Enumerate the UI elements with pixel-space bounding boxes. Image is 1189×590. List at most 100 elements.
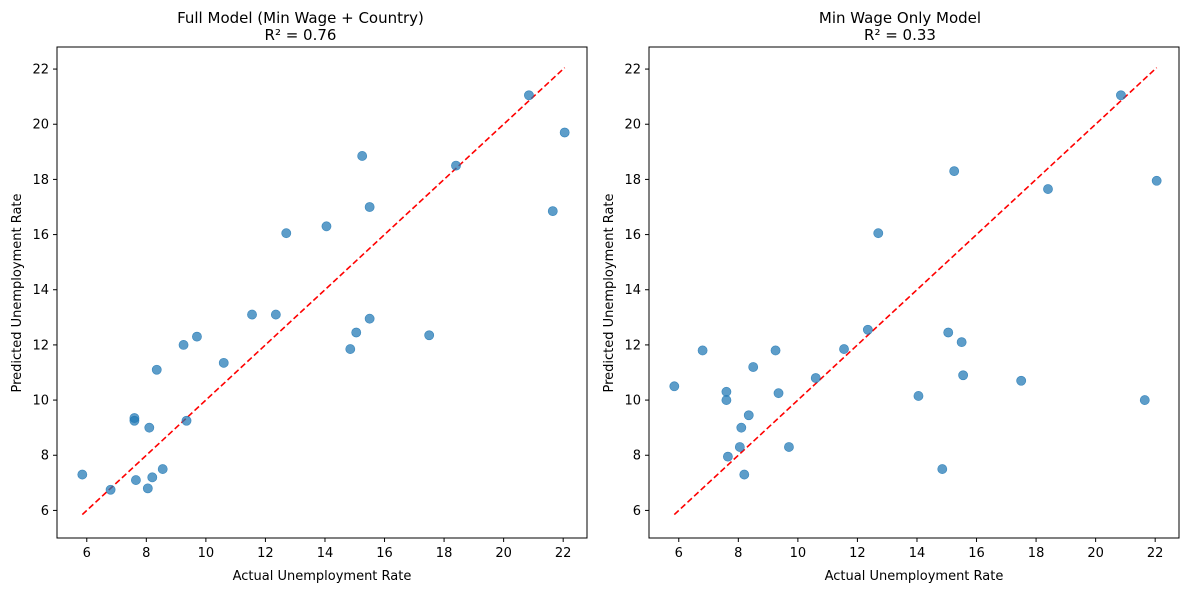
x-tick-label: 22 (1147, 546, 1164, 561)
scatter-point (937, 464, 948, 474)
scatter-point (1139, 395, 1150, 405)
scatter-point (364, 202, 375, 212)
scatter-point (956, 337, 967, 348)
scatter-point (218, 357, 229, 368)
scatter-point (743, 410, 754, 421)
y-tick-label: 14 (32, 283, 49, 298)
scatter-point (784, 442, 794, 452)
scatter-point (321, 221, 332, 232)
scatter-point (142, 483, 153, 494)
x-tick-label: 12 (257, 546, 274, 561)
y-tick-label: 10 (32, 394, 49, 409)
plot-frame (648, 46, 1180, 539)
scatter-point (364, 313, 375, 324)
axis-ticks: 6 8 10 12 14 16 18 20 22 6 8 10 12 14 16 18 20 22 (32, 63, 571, 561)
scatter-points (669, 90, 1162, 480)
panel-title: Full Model (Min Wage + Country) (177, 9, 424, 27)
scatter-point (77, 469, 88, 480)
scatter-point (770, 345, 781, 356)
y-axis-label: Predicted Unemployment Rate (10, 193, 25, 392)
x-tick-label: 18 (1028, 546, 1045, 561)
x-tick-label: 20 (1087, 546, 1104, 561)
x-tick-label: 12 (849, 546, 866, 561)
x-tick-label: 10 (790, 546, 807, 561)
y-tick-label: 20 (32, 118, 49, 133)
scatter-point (129, 415, 140, 426)
y-tick-label: 16 (32, 228, 49, 243)
reference-line (81, 67, 566, 516)
scatter-point (424, 330, 435, 341)
scatter-point (178, 340, 189, 350)
x-tick-label: 14 (909, 546, 926, 561)
x-axis-label: Actual Unemployment Rate (233, 569, 412, 584)
scatter-point (943, 327, 954, 338)
y-tick-label: 8 (41, 449, 49, 464)
x-tick-label: 16 (968, 546, 985, 561)
x-tick-label: 8 (734, 546, 742, 561)
y-tick-label: 12 (624, 338, 641, 353)
axis-ticks: 6 8 10 12 14 16 18 20 22 6 8 10 12 14 16 18 20 22 (624, 63, 1163, 561)
y-tick-label: 12 (32, 338, 49, 353)
y-tick-label: 22 (32, 63, 49, 78)
scatter-point (739, 469, 750, 480)
y-tick-label: 10 (624, 394, 641, 409)
scatter-points (77, 90, 570, 495)
x-tick-label: 6 (675, 546, 683, 561)
scatter-point (181, 415, 192, 426)
scatter-point (270, 309, 281, 320)
scatter-point (192, 331, 202, 342)
scatter-point (547, 206, 558, 217)
x-tick-label: 22 (555, 546, 572, 561)
x-tick-label: 8 (142, 546, 150, 561)
y-tick-label: 18 (32, 173, 49, 188)
scatter-point (281, 228, 292, 239)
y-tick-label: 14 (624, 283, 641, 298)
scatter-point (810, 373, 821, 383)
reference-line (673, 67, 1158, 516)
x-tick-label: 18 (436, 546, 453, 561)
x-tick-label: 10 (198, 546, 215, 561)
scatter-point (736, 422, 747, 433)
scatter-point (721, 386, 732, 397)
scatter-point (157, 464, 168, 474)
x-tick-label: 6 (83, 546, 91, 561)
scatter-point (147, 472, 158, 483)
scatter-point (721, 395, 732, 405)
scatter-point (559, 127, 570, 138)
y-tick-label: 20 (624, 118, 641, 133)
scatter-point (131, 475, 141, 485)
scatter-point (1116, 90, 1126, 101)
scatter-point (913, 391, 924, 401)
x-tick-label: 16 (376, 546, 393, 561)
x-tick-label: 14 (317, 546, 334, 561)
y-tick-label: 8 (633, 449, 641, 464)
scatter-point (949, 166, 960, 177)
y-tick-label: 6 (633, 504, 641, 519)
scatter-point (697, 345, 708, 356)
scatter-point (345, 344, 356, 354)
scatter-point (524, 90, 534, 101)
scatter-point (958, 370, 969, 381)
scatter-point (734, 442, 745, 452)
y-tick-label: 6 (41, 504, 49, 519)
scatter-point (144, 422, 155, 433)
y-axis-label: Predicted Unemployment Rate (602, 193, 617, 392)
full-model-panel: Full Model (Min Wage + Country) R² = 0.7… (10, 9, 588, 584)
y-tick-label: 16 (624, 228, 641, 243)
scatter-point (1043, 184, 1053, 194)
x-axis-label: Actual Unemployment Rate (825, 569, 1004, 584)
panel-title: Min Wage Only Model (819, 9, 981, 27)
scatter-point (839, 344, 849, 354)
reference-line-layer (81, 67, 566, 516)
scatter-point (862, 324, 873, 335)
scatter-point (151, 364, 162, 375)
scatter-point (451, 160, 461, 171)
panel-subtitle: R² = 0.76 (265, 26, 337, 44)
scatter-point (357, 151, 368, 161)
reference-line-layer (673, 67, 1158, 516)
scatter-point (105, 484, 116, 495)
scatter-point (873, 228, 884, 239)
scatter-point (748, 362, 759, 372)
scatter-point (1016, 375, 1027, 386)
